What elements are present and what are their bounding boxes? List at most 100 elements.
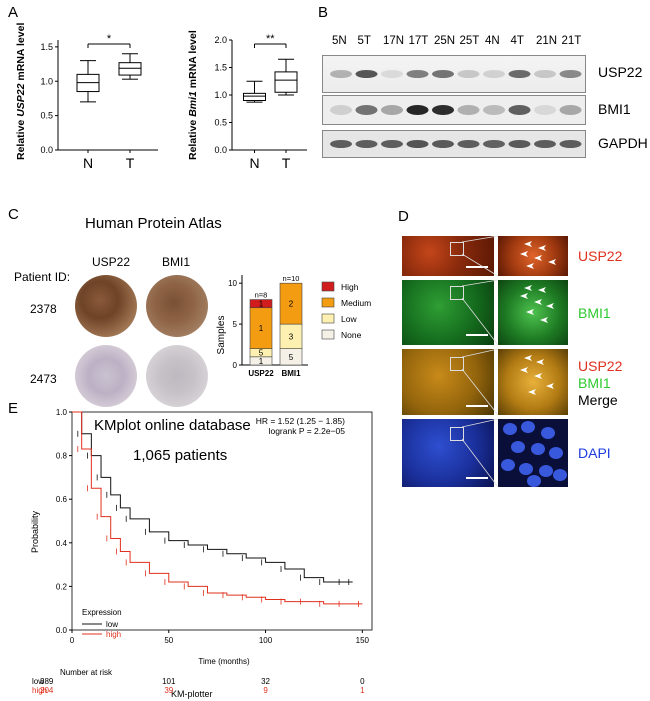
blot-band bbox=[330, 70, 352, 78]
arrowhead bbox=[546, 383, 554, 389]
ihc-bmi1-2473 bbox=[146, 345, 208, 407]
zoom-guide bbox=[461, 253, 499, 277]
y-tick-label: 0.5 bbox=[40, 111, 53, 121]
patient-2378: 2378 bbox=[30, 302, 57, 316]
blot-band bbox=[330, 105, 352, 115]
panel-label-b: B bbox=[318, 4, 329, 21]
arrowhead bbox=[528, 389, 536, 395]
nucleus bbox=[519, 463, 533, 475]
if-dapi-label: DAPI bbox=[578, 445, 611, 461]
blot-band bbox=[457, 70, 480, 78]
nucleus bbox=[539, 465, 553, 477]
risk-value: 0 bbox=[360, 677, 365, 686]
zoom-guide bbox=[461, 418, 499, 428]
blot-band bbox=[355, 105, 378, 115]
risk-value: 9 bbox=[263, 686, 268, 695]
y-tick-label: 1.5 bbox=[40, 42, 53, 52]
zoom-guide bbox=[461, 438, 499, 488]
ihc-usp22-2473 bbox=[75, 345, 137, 407]
bmi1-blot bbox=[322, 95, 586, 125]
bmi1-box-plot: Relative Bmi1 mRNA level 0.0 0.5 1.0 1.5 2.0… bbox=[187, 30, 307, 171]
km-curve-high bbox=[72, 411, 363, 605]
blot-band bbox=[355, 140, 378, 148]
box bbox=[274, 71, 298, 93]
y-tick-label: 1.5 bbox=[214, 63, 227, 73]
y-tick-label: 5 bbox=[233, 320, 238, 329]
bmi1-blot-label: BMI1 bbox=[598, 101, 631, 117]
risk-value: 389 bbox=[40, 677, 54, 686]
n-label: n=10 bbox=[283, 274, 300, 283]
x-tick-label: T bbox=[126, 155, 135, 171]
y-tick-label: 0.0 bbox=[40, 145, 53, 155]
gapdh-blot-label: GAPDH bbox=[598, 135, 648, 151]
box bbox=[118, 62, 142, 76]
arrowhead bbox=[524, 241, 532, 247]
blot-band bbox=[457, 105, 480, 115]
x-tick-label: N bbox=[249, 155, 259, 171]
zoom-guide bbox=[461, 297, 499, 346]
box bbox=[243, 92, 266, 101]
legend-swatch bbox=[321, 297, 335, 308]
category-label: USP22 bbox=[248, 369, 274, 378]
stacked-bar-chart: Samples 05101511n=8USP22532n=10BMI1HighM… bbox=[216, 274, 371, 378]
y-tick-label: 0.6 bbox=[56, 495, 68, 504]
usp22-box-plot: Relative USP22 mRNA level 0.0 0.5 1.0 1.5 N T… bbox=[15, 23, 158, 171]
if-bmi1-overview bbox=[402, 280, 494, 345]
arrowhead bbox=[520, 251, 528, 257]
zoom-box bbox=[450, 427, 464, 441]
y-tick-label: 1.0 bbox=[214, 90, 227, 100]
segment-label: 3 bbox=[289, 332, 294, 341]
segment-label: 1 bbox=[259, 300, 264, 309]
sig-star: ** bbox=[266, 33, 275, 45]
usp22-ylabel: Relative USP22 mRNA level bbox=[15, 23, 27, 160]
arrowhead bbox=[548, 259, 556, 265]
blot-band bbox=[406, 70, 429, 78]
km-xlabel: Time (months) bbox=[198, 657, 250, 666]
blot-band bbox=[381, 70, 403, 78]
km-title: KMplot online database bbox=[94, 417, 251, 434]
y-tick-label: 1.0 bbox=[40, 76, 53, 86]
arrowhead bbox=[524, 355, 532, 361]
lane-label: 4N bbox=[485, 35, 500, 47]
blot-band bbox=[534, 105, 556, 115]
arrowhead bbox=[538, 287, 546, 293]
ihc-bmi1-2378 bbox=[146, 275, 208, 337]
zoom-box bbox=[450, 242, 464, 256]
blot-band bbox=[381, 105, 403, 115]
km-plot: KMplot online database 1,065 patients HR… bbox=[30, 408, 373, 699]
blot-band bbox=[381, 140, 403, 148]
patient-2473: 2473 bbox=[30, 372, 57, 386]
zoom-box bbox=[450, 357, 464, 371]
gapdh-blot bbox=[322, 130, 586, 158]
if-usp22-label: USP22 bbox=[578, 248, 623, 264]
panel-a-figure: Relative USP22 mRNA level 0.0 0.5 1.0 1.5 N T… bbox=[15, 23, 307, 171]
segment-label: 1 bbox=[259, 357, 264, 366]
y-tick-label: 10 bbox=[228, 279, 237, 288]
arrowhead bbox=[526, 263, 534, 269]
nucleus bbox=[501, 459, 515, 471]
risk-value: 1 bbox=[360, 686, 365, 695]
if-merge-labels: USP22 BMI1 Merge bbox=[578, 358, 622, 409]
risk-value: 101 bbox=[162, 677, 176, 686]
segment-label: 1 bbox=[259, 324, 264, 333]
segment-label: 5 bbox=[259, 349, 264, 358]
lane-label: 5N bbox=[332, 35, 347, 47]
y-tick-label: 0.5 bbox=[214, 118, 227, 128]
if-merge-zoom bbox=[498, 349, 568, 415]
lane-label: 25N bbox=[434, 35, 456, 47]
blot-band bbox=[432, 105, 454, 115]
segment-label: 5 bbox=[289, 353, 294, 362]
patient-id-label: Patient ID: bbox=[14, 270, 71, 284]
risk-value: 204 bbox=[40, 686, 54, 695]
lane-label: 21T bbox=[561, 35, 582, 47]
blot-band bbox=[508, 70, 531, 78]
nucleus bbox=[503, 423, 517, 435]
arrowhead bbox=[534, 373, 542, 379]
nucleus bbox=[511, 441, 525, 453]
arrowhead bbox=[520, 293, 528, 299]
nucleus bbox=[527, 475, 541, 487]
blot-band bbox=[483, 70, 505, 78]
legend-swatch bbox=[321, 313, 335, 324]
blot-band bbox=[559, 140, 582, 148]
usp22-blot bbox=[322, 55, 586, 93]
